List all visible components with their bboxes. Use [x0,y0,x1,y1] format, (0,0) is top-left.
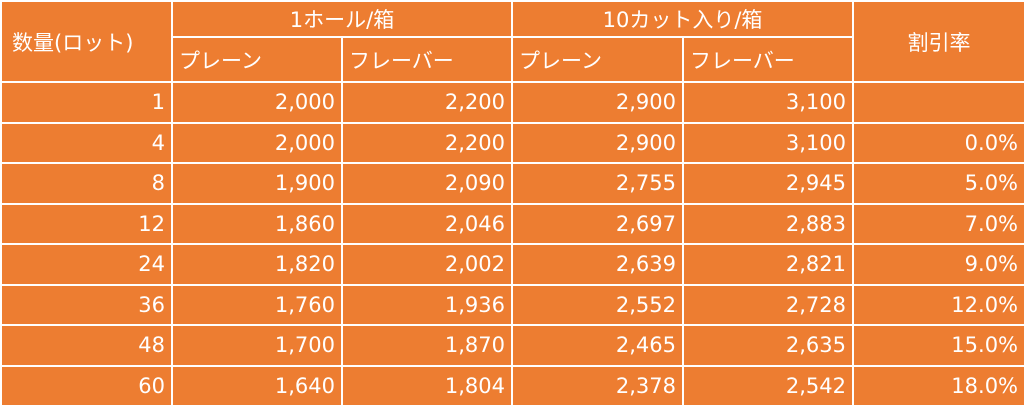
cell-quantity: 4 [0,121,173,164]
table-row: 4 2,000 2,200 2,900 3,100 0.0% [0,121,1024,164]
cell-cut-plain: 2,697 [511,202,684,245]
cell-quantity: 8 [0,162,173,205]
cell-whole-flavor: 1,804 [341,364,513,407]
table-row: 36 1,760 1,936 2,552 2,728 12.0% [0,283,1024,326]
cell-cut-flavor: 3,100 [681,121,855,164]
header-quantity: 数量(ロット) [0,0,173,83]
cell-cut-flavor: 2,821 [681,243,855,286]
cell-cut-flavor: 3,100 [681,81,855,124]
cell-cut-flavor: 2,635 [681,324,855,367]
table-row: 8 1,900 2,090 2,755 2,945 5.0% [0,162,1024,205]
header-whole-plain: プレーン [171,36,343,83]
header-cut-plain: プレーン [511,36,684,83]
table-row: 48 1,700 1,870 2,465 2,635 15.0% [0,324,1024,367]
table-row: 60 1,640 1,804 2,378 2,542 18.0% [0,364,1024,407]
cell-whole-flavor: 2,002 [341,243,513,286]
cell-cut-flavor: 2,945 [681,162,855,205]
cell-cut-plain: 2,378 [511,364,684,407]
header-whole-flavor: フレーバー [341,36,513,83]
cell-whole-flavor: 2,200 [341,81,513,124]
cell-cut-plain: 2,639 [511,243,684,286]
cell-quantity: 48 [0,324,173,367]
cell-quantity: 60 [0,364,173,407]
table-row: 1 2,000 2,200 2,900 3,100 [0,81,1024,124]
cell-whole-plain: 1,860 [171,202,343,245]
header-group-cut: 10カット入り/箱 [510,0,855,38]
cell-whole-flavor: 2,090 [341,162,513,205]
cell-whole-plain: 1,640 [171,364,343,407]
cell-cut-plain: 2,465 [511,324,684,367]
header-discount: 割引率 [852,0,1024,83]
cell-quantity: 36 [0,283,173,326]
cell-whole-flavor: 2,200 [341,121,513,164]
cell-quantity: 12 [0,202,173,245]
cell-whole-flavor: 1,870 [341,324,513,367]
cell-cut-flavor: 2,728 [681,283,855,326]
cell-whole-plain: 2,000 [171,121,343,164]
cell-cut-plain: 2,900 [511,121,684,164]
cell-discount: 18.0% [852,364,1024,407]
cell-discount: 0.0% [852,121,1024,164]
header-group-whole: 1ホール/箱 [171,0,513,38]
cell-cut-plain: 2,552 [511,283,684,326]
cell-quantity: 1 [0,81,173,124]
cell-discount: 15.0% [852,324,1024,367]
cell-cut-flavor: 2,883 [681,202,855,245]
table-row: 12 1,860 2,046 2,697 2,883 7.0% [0,202,1024,245]
cell-cut-plain: 2,755 [511,162,684,205]
cell-discount [852,81,1024,124]
cell-whole-plain: 1,900 [171,162,343,205]
cell-discount: 7.0% [852,202,1024,245]
cell-whole-plain: 2,000 [171,81,343,124]
cell-whole-plain: 1,820 [171,243,343,286]
cell-cut-plain: 2,900 [511,81,684,124]
cell-discount: 12.0% [852,283,1024,326]
cell-whole-plain: 1,700 [171,324,343,367]
cell-whole-flavor: 1,936 [341,283,513,326]
table-row: 24 1,820 2,002 2,639 2,821 9.0% [0,243,1024,286]
cell-quantity: 24 [0,243,173,286]
cell-cut-flavor: 2,542 [681,364,855,407]
cell-discount: 9.0% [852,243,1024,286]
header-cut-flavor: フレーバー [681,36,855,83]
cell-discount: 5.0% [852,162,1024,205]
cell-whole-flavor: 2,046 [341,202,513,245]
cell-whole-plain: 1,760 [171,283,343,326]
